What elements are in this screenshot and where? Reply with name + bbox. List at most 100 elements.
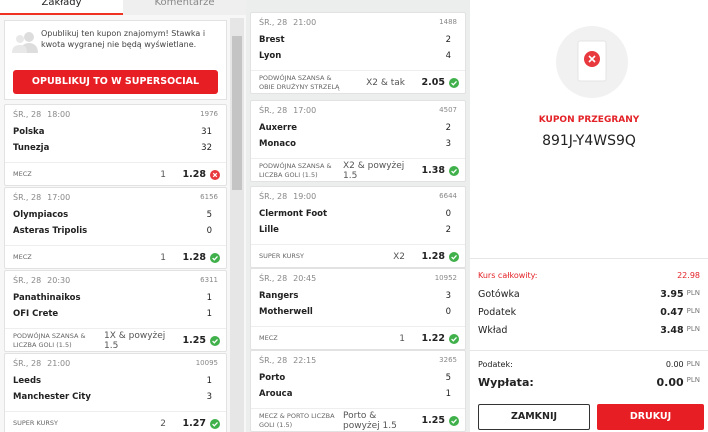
pick: X2 & tak <box>366 77 405 88</box>
won-icon <box>449 251 459 262</box>
date: ŚR., 28 <box>259 274 288 283</box>
share-button[interactable]: OPUBLIKUJ TO W SUPERSOCIAL <box>13 70 218 94</box>
home-team: Clermont Foot <box>259 209 328 219</box>
amount-row: Wkład 3.48 PLN <box>478 325 700 336</box>
currency: PLN <box>686 307 700 315</box>
event-id: 6311 <box>200 276 218 284</box>
date: ŚR., 28 <box>13 193 42 202</box>
market: MECZ <box>13 170 32 178</box>
won-icon <box>449 333 459 344</box>
market: SUPER KURSY <box>13 419 58 427</box>
scroll-thumb[interactable] <box>232 36 242 190</box>
payout-row: Wypłata: 0.00 PLN <box>478 376 700 389</box>
time: 18:00 <box>47 110 71 119</box>
coupon-panel: KUPON PRZEGRANY 891J-Y4WS9Q ZAMKNIJ DRUK… <box>470 0 708 432</box>
middle-column: ŚR., 28 21:00 1488 Brest 2 Lyon 4 PODWÓJNA SZAN… <box>248 0 468 432</box>
home-team: Leeds <box>13 376 42 386</box>
away-score: 1 <box>206 309 212 319</box>
lost-icon <box>210 169 220 180</box>
market: PODWÓJNA SZANSA & LICZBA GOLI (1.5) <box>13 331 86 349</box>
coupon-status: KUPON PRZEGRANY <box>538 115 640 125</box>
close-button[interactable]: ZAMKNIJ <box>478 404 590 430</box>
home-team: Olympiacos <box>13 210 69 220</box>
date: ŚR., 28 <box>259 192 288 201</box>
home-score: 5 <box>445 373 451 383</box>
market: PODWÓJNA SZANSA & LICZBA GOLI (1.5) <box>259 161 332 179</box>
home-team: Porto <box>259 373 286 383</box>
currency: PLN <box>686 289 700 297</box>
time: 21:00 <box>293 18 317 27</box>
event-id: 1488 <box>439 18 457 26</box>
bet-date: ŚR., 28 22:15 <box>259 356 316 365</box>
bet-date: ŚR., 28 21:00 <box>13 359 70 368</box>
divider <box>470 258 708 259</box>
odds: 1.27 <box>182 418 206 429</box>
away-score: 2 <box>445 225 451 235</box>
pick: 1 <box>160 252 166 263</box>
home-score: 31 <box>201 127 212 137</box>
away-team: OFI Crete <box>13 309 59 319</box>
amount-label: Wkład <box>478 325 508 336</box>
won-icon <box>210 418 220 429</box>
tax-row: Podatek: 0.00 PLN <box>478 360 700 369</box>
total-row: Kurs całkowity: 22.98 <box>478 271 700 280</box>
away-team: Motherwell <box>259 307 313 317</box>
won-icon <box>449 415 459 426</box>
home-score: 5 <box>206 210 212 220</box>
away-team: Asteras Tripolis <box>13 226 88 236</box>
amount-value: 0.47 <box>660 307 684 318</box>
won-icon <box>210 335 220 346</box>
bet-row: PODWÓJNA SZANSA & LICZBA GOLI (1.5) X2 & … <box>251 158 465 182</box>
odds: 1.25 <box>421 415 445 426</box>
pick: 2 <box>160 418 166 429</box>
home-score: 2 <box>445 35 451 45</box>
home-score: 1 <box>206 376 212 386</box>
pick: 1 <box>160 169 166 180</box>
amount-row: Podatek 0.47 PLN <box>478 307 700 318</box>
time: 22:15 <box>293 356 317 365</box>
date: ŚR., 28 <box>259 18 288 27</box>
bet-date: ŚR., 28 20:45 <box>259 274 316 283</box>
bet-row: MECZ & PORTO LICZBA GOLI (1.5) Porto & po… <box>251 408 465 432</box>
bet-card: ŚR., 28 19:00 6644 Clermont Foot 0 Lille 2 SUPE… <box>250 186 466 268</box>
odds: 1.38 <box>421 165 445 176</box>
odds: 1.28 <box>421 251 445 262</box>
date: ŚR., 28 <box>13 276 42 285</box>
market: MECZ & PORTO LICZBA GOLI (1.5) <box>259 411 335 429</box>
home-team: Auxerre <box>259 123 298 133</box>
currency: PLN <box>686 376 700 384</box>
date: ŚR., 28 <box>13 110 42 119</box>
payout-value: 0.00 <box>656 376 684 389</box>
bet-date: ŚR., 28 21:00 <box>259 18 316 27</box>
bet-card: ŚR., 28 21:00 1488 Brest 2 Lyon 4 PODWÓJNA SZAN… <box>250 12 466 94</box>
tab[interactable]: Komentarze <box>123 0 246 15</box>
away-team: Manchester City <box>13 392 91 402</box>
home-score: 1 <box>206 293 212 303</box>
amount-label: Gotówka <box>478 289 520 300</box>
away-score: 3 <box>206 392 212 402</box>
won-icon <box>449 77 459 88</box>
away-score: 3 <box>445 139 451 149</box>
bet-row: SUPER KURSY X2 1.28 <box>251 244 465 268</box>
event-id: 10952 <box>434 274 457 282</box>
market: MECZ <box>259 334 278 342</box>
date: ŚR., 28 <box>259 106 288 115</box>
coupon-code: 891J-Y4WS9Q <box>542 133 636 149</box>
bet-date: ŚR., 28 18:00 <box>13 110 70 119</box>
print-button[interactable]: DRUKUJ <box>597 404 704 430</box>
time: 20:30 <box>47 276 71 285</box>
date: ŚR., 28 <box>13 359 42 368</box>
bet-date: ŚR., 28 17:00 <box>259 106 316 115</box>
tab[interactable]: Zakłady <box>0 0 123 15</box>
pick: Porto & powyżej 1.5 <box>343 410 397 431</box>
time: 17:00 <box>293 106 317 115</box>
bet-row: PODWÓJNA SZANSA & OBIE DRUŻYNY STRZELĄ X2… <box>251 70 465 94</box>
home-score: 3 <box>445 291 451 301</box>
bet-row: SUPER KURSY 2 1.27 <box>5 411 226 432</box>
away-score: 32 <box>201 143 212 153</box>
bet-card: ŚR., 28 20:45 10952 Rangers 3 Motherwell 0 MECZ… <box>250 268 466 350</box>
away-score: 4 <box>445 51 451 61</box>
scrollbar <box>230 18 244 432</box>
away-team: Lille <box>259 225 279 235</box>
